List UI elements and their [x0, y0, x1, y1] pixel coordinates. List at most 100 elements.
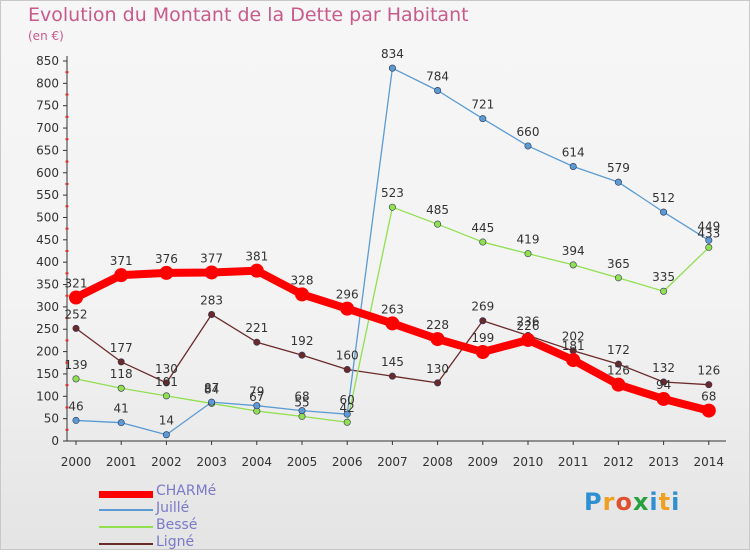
data-point-ligne	[479, 317, 487, 325]
y-tick-label: 700	[36, 121, 59, 135]
y-minor-tick	[65, 361, 69, 364]
data-point-charme	[69, 290, 83, 305]
data-label-besse: 139	[65, 358, 88, 372]
y-tick-label: 500	[36, 210, 59, 224]
legend-label-ligne: Ligné	[156, 534, 195, 550]
y-minor-tick	[65, 115, 69, 118]
data-point-ligne	[434, 379, 442, 387]
chart-subtitle: (en €)	[28, 29, 64, 43]
data-label-besse: 419	[517, 233, 540, 247]
chart-title: Evolution du Montant de la Dette par Hab…	[28, 4, 469, 26]
data-label-besse: 394	[562, 244, 585, 258]
x-tick-label: 2004	[242, 455, 273, 469]
data-label-juille: 60	[340, 393, 355, 407]
y-tick-label: 0	[51, 434, 59, 448]
data-label-ligne: 145	[381, 355, 404, 369]
data-label-besse: 118	[110, 367, 133, 381]
data-point-charme	[295, 287, 309, 302]
x-tick-label: 2013	[648, 455, 679, 469]
y-minor-tick	[65, 250, 69, 252]
data-point-juille	[524, 142, 532, 150]
data-point-ligne	[72, 324, 80, 332]
x-tick-label: 2003	[196, 455, 227, 469]
data-point-juille	[569, 163, 577, 171]
data-point-juille	[343, 410, 351, 418]
data-label-juille: 579	[607, 161, 630, 175]
data-point-besse	[705, 243, 713, 251]
data-label-charme: 94	[656, 378, 671, 392]
data-point-juille	[253, 402, 261, 410]
y-tick-label: 800	[36, 76, 59, 90]
y-tick-label: 600	[36, 166, 59, 180]
y-minor-tick	[65, 93, 69, 96]
x-tick-label: 2002	[151, 455, 182, 469]
proxiti-logo: Proxiti	[584, 488, 681, 516]
data-label-ligne: 283	[200, 293, 223, 307]
data-label-juille: 41	[114, 402, 129, 416]
data-label-charme: 371	[110, 254, 133, 268]
data-point-juille	[705, 236, 713, 244]
data-label-ligne: 269	[471, 300, 494, 314]
x-tick-label: 2011	[558, 455, 589, 469]
data-point-juille	[162, 431, 170, 439]
data-label-juille: 449	[697, 219, 720, 233]
y-tick-label: 550	[36, 188, 59, 202]
data-point-charme	[340, 301, 355, 316]
data-label-juille: 87	[204, 381, 219, 395]
data-label-charme: 68	[701, 390, 716, 404]
data-point-juille	[660, 208, 668, 216]
data-point-ligne	[343, 365, 351, 373]
legend-label-besse: Bessé	[156, 517, 198, 533]
legend-swatch-besse	[99, 526, 153, 528]
y-minor-tick	[65, 384, 69, 387]
data-point-besse	[388, 203, 396, 211]
legend-swatch-charme	[99, 491, 153, 498]
y-tick-label: 100	[36, 389, 59, 403]
data-point-ligne	[253, 338, 261, 346]
y-minor-tick	[65, 317, 69, 320]
data-label-ligne: 130	[155, 362, 178, 376]
data-label-besse: 485	[426, 203, 449, 217]
y-minor-tick	[65, 71, 69, 74]
data-label-charme: 296	[336, 288, 359, 302]
data-label-juille: 46	[68, 399, 83, 413]
x-tick-label: 2009	[468, 455, 499, 469]
x-tick-label: 2012	[603, 455, 634, 469]
data-point-besse	[343, 418, 351, 426]
data-label-ligne: 177	[110, 341, 133, 355]
data-point-juille	[614, 178, 622, 186]
data-label-ligne: 126	[697, 364, 720, 378]
data-point-juille	[479, 115, 487, 123]
data-label-juille: 784	[426, 70, 449, 84]
data-label-ligne: 252	[65, 307, 88, 321]
data-label-charme: 181	[562, 339, 585, 353]
data-point-ligne	[298, 351, 306, 359]
data-label-besse: 101	[155, 375, 178, 389]
data-point-ligne	[208, 310, 216, 318]
y-tick-label: 750	[36, 99, 59, 113]
data-label-besse: 365	[607, 257, 630, 271]
y-tick-label: 850	[36, 54, 59, 68]
data-point-ligne	[660, 378, 668, 386]
data-point-charme	[204, 265, 219, 280]
data-point-charme	[249, 263, 264, 278]
x-tick-label: 2008	[422, 455, 453, 469]
data-label-juille: 68	[294, 390, 309, 404]
data-point-charme	[566, 353, 581, 368]
data-label-juille: 14	[159, 414, 174, 428]
data-label-charme: 321	[65, 276, 88, 290]
y-tick-label: 350	[36, 278, 59, 292]
y-tick-label: 450	[36, 233, 59, 247]
data-point-charme	[114, 268, 129, 283]
data-label-juille: 834	[381, 47, 404, 61]
x-tick-label: 2005	[287, 455, 318, 469]
data-point-charme	[521, 332, 535, 347]
y-tick-label: 50	[44, 412, 59, 426]
y-minor-tick	[65, 272, 69, 275]
data-point-besse	[479, 238, 487, 246]
data-label-charme: 226	[517, 319, 540, 333]
data-label-besse: 84	[204, 382, 219, 396]
data-point-besse	[434, 220, 442, 228]
